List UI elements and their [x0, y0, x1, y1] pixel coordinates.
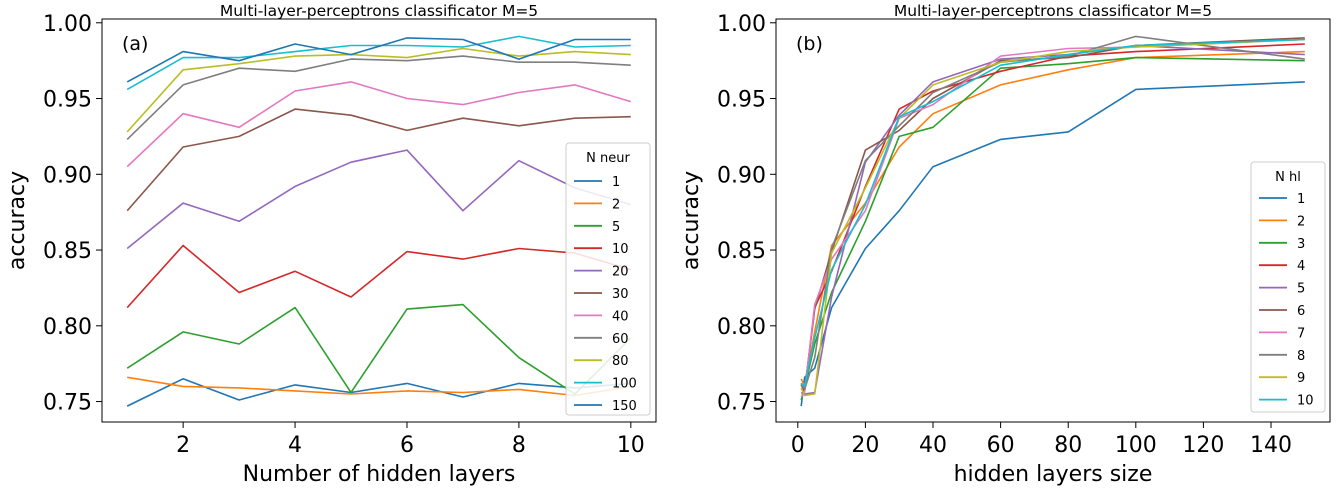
y-axis-label: accuracy: [5, 171, 30, 270]
y-tick-label: 0.80: [717, 315, 766, 340]
legend-entry-2: 2: [612, 197, 620, 212]
legend-entry-150: 150: [612, 399, 637, 414]
legend-entry-30: 30: [612, 287, 629, 302]
y-tick-label: 0.85: [43, 239, 92, 264]
x-tick-label: 80: [1054, 433, 1082, 458]
x-tick-label: 120: [1182, 433, 1224, 458]
panel-label: (a): [122, 33, 148, 55]
y-tick-label: 0.85: [717, 239, 766, 264]
chart-panel-b: Multi-layer-perceptrons classificator M=…: [679, 2, 1331, 487]
legend-entry-5: 5: [1297, 282, 1305, 297]
x-tick-label: 8: [512, 433, 526, 458]
series-line-30: [126, 108, 631, 212]
x-tick-label: 100: [1115, 433, 1157, 458]
legend-entry-6: 6: [1297, 304, 1305, 319]
y-tick-label: 1.00: [43, 12, 92, 37]
legend-entry-10: 10: [612, 242, 629, 257]
series-line-10: [126, 244, 632, 309]
chart-title: Multi-layer-perceptrons classificator M=…: [894, 2, 1212, 20]
legend-entry-7: 7: [1297, 326, 1305, 341]
series-line-7: [800, 38, 1305, 398]
legend-entry-9: 9: [1297, 371, 1305, 386]
legend-entry-4: 4: [1297, 259, 1305, 274]
series-line-6: [800, 37, 1305, 392]
y-tick-label: 0.90: [43, 163, 92, 188]
x-tick-label: 2: [176, 433, 190, 458]
legend-entry-20: 20: [612, 265, 629, 280]
series-line-5: [800, 44, 1305, 395]
legend-entry-5: 5: [612, 220, 620, 235]
legend: N neur 1 2 5 10 20 30 40 60 80 100 150: [565, 142, 651, 416]
x-tick-label: 0: [791, 433, 805, 458]
plot-frame: [101, 18, 657, 423]
series-line-1: [126, 377, 631, 407]
y-tick-label: 0.95: [43, 88, 92, 113]
legend: N hl 1 2 3 4 5 6 7 8 9 10: [1250, 161, 1326, 413]
series-lines: [126, 35, 632, 407]
y-tick-label: 1.00: [717, 12, 766, 37]
y-tick-label: 0.95: [717, 88, 766, 113]
series-line-40: [126, 81, 632, 168]
legend-box: [565, 142, 651, 416]
legend-entry-2: 2: [1297, 214, 1305, 229]
legend-entry-100: 100: [612, 377, 637, 392]
series-line-10: [800, 38, 1305, 388]
legend-title: N hl: [1275, 170, 1301, 185]
series-lines: [800, 35, 1305, 407]
series-line-20: [126, 149, 632, 250]
x-tick-label: 60: [987, 433, 1015, 458]
y-tick-label: 0.75: [717, 391, 766, 416]
legend-entry-60: 60: [612, 332, 629, 347]
legend-entry-40: 40: [612, 309, 629, 324]
legend-entry-1: 1: [1297, 192, 1305, 207]
y-tick-label: 0.80: [43, 315, 92, 340]
series-line-150: [126, 37, 631, 83]
x-axis-label: Number of hidden layers: [243, 462, 516, 487]
series-line-2: [127, 376, 631, 397]
plot-frame: [775, 18, 1331, 423]
legend-entry-3: 3: [1297, 237, 1305, 252]
y-tick-label: 0.90: [717, 163, 766, 188]
x-tick-label: 20: [851, 433, 879, 458]
legend-box: [1250, 161, 1326, 413]
panel-label: (b): [796, 33, 823, 55]
y-axis-label: accuracy: [679, 171, 704, 270]
x-tick-label: 4: [288, 433, 302, 458]
series-line-60: [126, 55, 631, 140]
legend-entry-1: 1: [612, 175, 620, 190]
series-line-2: [800, 50, 1305, 388]
x-tick-label: 40: [919, 433, 947, 458]
legend-entry-8: 8: [1297, 349, 1305, 364]
chart-title: Multi-layer-perceptrons classificator M=…: [220, 2, 538, 20]
series-line-80: [126, 47, 631, 133]
series-line-8: [800, 35, 1305, 391]
legend-title: N neur: [586, 151, 630, 166]
x-axis-label: hidden layers size: [954, 462, 1153, 487]
x-tick-label: 6: [400, 433, 414, 458]
x-tick-label: 140: [1250, 433, 1292, 458]
x-tick-label: 10: [617, 433, 645, 458]
legend-entry-10: 10: [1297, 394, 1314, 409]
series-line-5: [126, 303, 632, 395]
legend-entry-80: 80: [612, 354, 629, 369]
chart-panel-a: Multi-layer-perceptrons classificator M=…: [5, 2, 657, 487]
series-line-1: [800, 81, 1305, 407]
series-line-9: [800, 38, 1305, 397]
series-line-4: [800, 43, 1305, 392]
y-tick-label: 0.75: [43, 391, 92, 416]
series-line-3: [800, 56, 1305, 401]
